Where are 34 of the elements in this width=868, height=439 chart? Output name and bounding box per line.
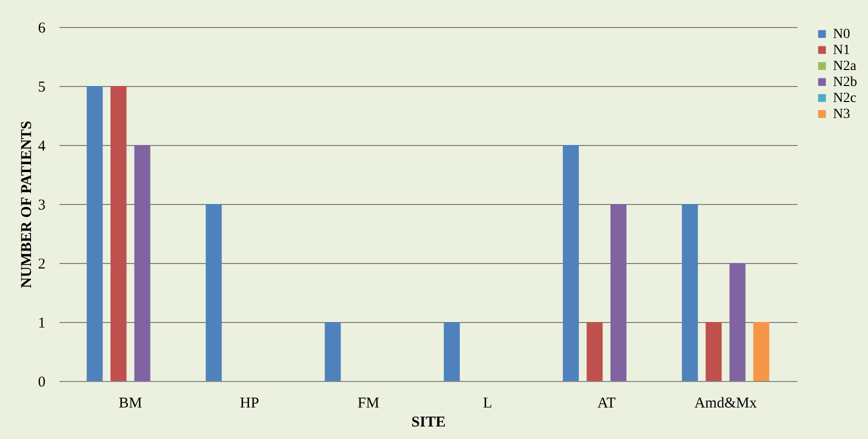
bar — [444, 322, 460, 381]
bar — [324, 322, 341, 381]
y-tick-label: 6 — [38, 20, 46, 36]
bar — [610, 204, 626, 381]
bar — [110, 86, 127, 381]
y-tick-label: 4 — [38, 138, 46, 154]
bar — [706, 322, 722, 381]
y-tick-label: 2 — [38, 256, 46, 272]
legend-label: N0 — [833, 27, 850, 42]
x-tick-label: HP — [240, 396, 260, 412]
x-tick-label: L — [482, 396, 492, 412]
x-tick-label: BM — [118, 396, 142, 412]
legend-label: N2c — [833, 91, 856, 106]
bar — [134, 145, 150, 381]
bar — [86, 86, 103, 381]
y-tick-label: 0 — [38, 374, 46, 390]
x-axis-title: SITE — [411, 414, 446, 430]
bar — [586, 322, 603, 381]
bar — [753, 322, 770, 381]
x-tick-label: FM — [358, 396, 380, 412]
y-axis-title: NUMBER OF PATIENTS — [19, 120, 35, 288]
bar — [206, 204, 222, 381]
x-tick-label: AT — [597, 396, 616, 412]
legend-label: N1 — [833, 43, 850, 58]
y-tick-label: 5 — [38, 80, 46, 96]
legend-label: N2a — [833, 59, 858, 74]
bar — [682, 204, 698, 381]
legend-label: N3 — [833, 107, 850, 122]
y-tick-label: 3 — [38, 198, 46, 214]
y-tick-label: 1 — [38, 316, 46, 332]
bar — [729, 263, 746, 381]
legend-label: N2b — [833, 75, 858, 90]
x-tick-label: Amd&Mx — [694, 396, 758, 412]
bar — [562, 145, 579, 381]
